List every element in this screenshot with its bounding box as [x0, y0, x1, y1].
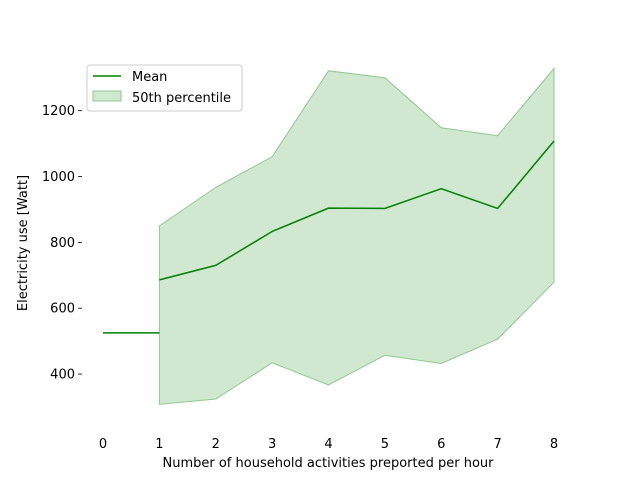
x-tick-label-2: 2 — [212, 437, 220, 452]
legend-percentile-label: 50th percentile — [132, 91, 231, 106]
x-tick-label-1: 1 — [155, 437, 163, 452]
y-tick-label-600: 600 — [50, 302, 75, 317]
x-tick-label-4: 4 — [324, 437, 332, 452]
x-axis-ticks: 0 1 2 3 4 5 6 7 8 — [99, 437, 558, 452]
x-tick-label-8: 8 — [550, 437, 558, 452]
legend-mean-label: Mean — [132, 70, 167, 85]
x-tick-label-5: 5 — [381, 437, 389, 452]
percentile-band-layer — [158, 67, 555, 405]
mean-line-layer — [103, 140, 555, 334]
x-tick-label-7: 7 — [493, 437, 501, 452]
legend-frame — [86, 64, 243, 112]
x-tick-label-0: 0 — [99, 437, 107, 452]
y-tick-label-1200: 1200 — [42, 104, 75, 119]
percentile-band — [158, 67, 555, 405]
x-tick-label-3: 3 — [268, 437, 276, 452]
y-tick-label-800: 800 — [50, 236, 75, 251]
x-tick-label-6: 6 — [437, 437, 445, 452]
legend: Mean 50th percentile — [86, 64, 243, 112]
legend-percentile-swatch — [92, 90, 122, 102]
y-tick-label-1000: 1000 — [42, 170, 75, 185]
y-tick-label-400: 400 — [50, 368, 75, 383]
x-axis-label: Number of household activities preported… — [163, 456, 495, 471]
y-axis-ticks: 400 600 800 1000 1200 — [42, 104, 82, 383]
series-line-mean — [159, 140, 555, 281]
y-axis-label: Electricity use [Watt] — [16, 175, 31, 311]
